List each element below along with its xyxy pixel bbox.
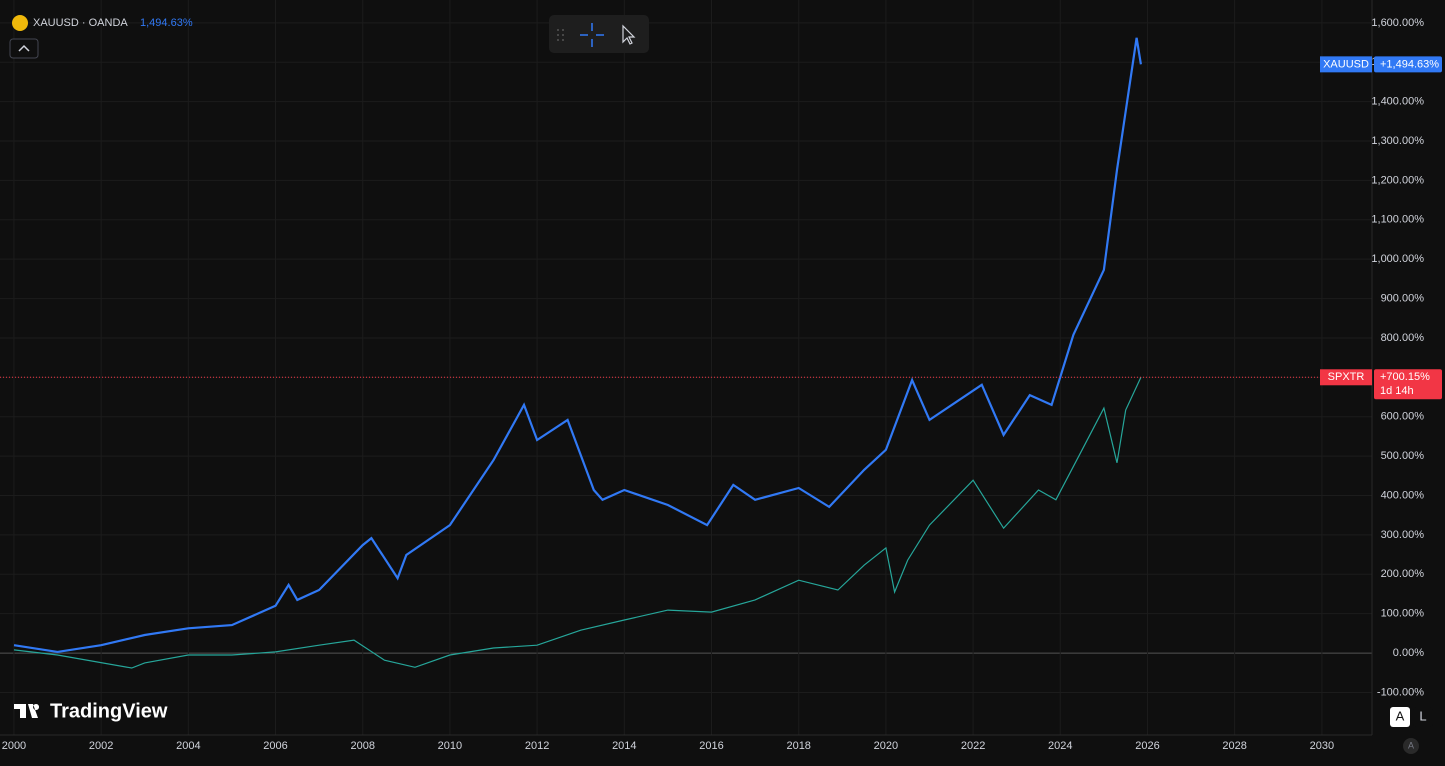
- x-tick-label: 2000: [2, 740, 26, 752]
- y-tick-label: 500.00%: [1381, 450, 1425, 462]
- corner-button-label: A: [1408, 740, 1414, 750]
- price-tag: [1374, 369, 1442, 400]
- symbol-tag-label: SPXTR: [1328, 371, 1365, 383]
- brand: TradingView: [50, 700, 168, 722]
- log-scale-label: L: [1419, 708, 1426, 723]
- series-line: [13, 377, 1142, 669]
- x-tick-label: 2030: [1310, 740, 1334, 752]
- brand-logo: [14, 704, 40, 718]
- x-tick-label: 2008: [350, 740, 374, 752]
- countdown: 1d 14h: [1380, 385, 1414, 397]
- x-tick-label: 2018: [786, 740, 810, 752]
- y-tick-label: 1,000.00%: [1371, 253, 1424, 265]
- y-tick-label: 0.00%: [1393, 647, 1424, 659]
- symbol-tag: [1320, 369, 1372, 386]
- symbol-tag: [1320, 56, 1372, 73]
- y-tick-label: 1,200.00%: [1371, 174, 1424, 186]
- y-tick-label: 400.00%: [1381, 489, 1425, 501]
- x-tick-label: 2010: [438, 740, 462, 752]
- symbol-tag-label: XAUUSD: [1323, 58, 1369, 70]
- auto-scale-button[interactable]: [1390, 707, 1410, 727]
- x-tick-label: 2012: [525, 740, 549, 752]
- y-tick-label: 1,400.00%: [1371, 96, 1424, 108]
- y-tick-label: 800.00%: [1381, 332, 1425, 344]
- y-tick-label: 600.00%: [1381, 411, 1425, 423]
- price-tag: [1374, 56, 1442, 73]
- x-tick-label: 2024: [1048, 740, 1072, 752]
- y-tick-label: -100.00%: [1377, 686, 1424, 698]
- x-tick-label: 2006: [263, 740, 287, 752]
- collapse-button[interactable]: [9, 38, 39, 59]
- x-tick-label: 2004: [176, 740, 200, 752]
- price-tag-label: +700.15%: [1380, 371, 1430, 383]
- cursor-tool[interactable]: [622, 24, 636, 45]
- corner-button[interactable]: [1403, 738, 1419, 754]
- crosshair-tool[interactable]: [580, 23, 604, 47]
- toolbar-grip: [557, 29, 564, 41]
- y-tick-label: 1,300.00%: [1371, 135, 1424, 147]
- grid: [0, 0, 1372, 735]
- labels: -100.00% 0.00% 100.00% 200.00% 300.00% 400.00…: [2, 17, 1442, 752]
- legend-value: 1,494.63%: [140, 17, 193, 29]
- plot: [0, 37, 1372, 669]
- y-tick-label: 100.00%: [1381, 608, 1425, 620]
- y-tick-label: 1,100.00%: [1371, 214, 1424, 226]
- collapse-icon: [18, 44, 30, 52]
- x-tick-label: 2022: [961, 740, 985, 752]
- y-tick-label: 900.00%: [1381, 292, 1425, 304]
- symbol[interactable]: XAUUSD · OANDA: [33, 17, 128, 29]
- x-tick-label: 2016: [699, 740, 723, 752]
- series-line: [13, 37, 1142, 654]
- x-tick-label: 2028: [1222, 740, 1246, 752]
- x-tick-label: 2020: [874, 740, 898, 752]
- price-tag-label: +1,494.63%: [1380, 58, 1439, 70]
- auto-scale-label: A: [1396, 708, 1405, 723]
- y-tick-label: 200.00%: [1381, 568, 1425, 580]
- y-tick-label: 300.00%: [1381, 529, 1425, 541]
- log-scale-button[interactable]: [1413, 707, 1433, 727]
- y-tick-label: 1,600.00%: [1371, 17, 1424, 29]
- symbol-icon: [12, 15, 28, 31]
- toolbar: [549, 15, 649, 53]
- x-tick-label: 2014: [612, 740, 636, 752]
- x-tick-label: 2002: [89, 740, 113, 752]
- x-tick-label: 2026: [1135, 740, 1159, 752]
